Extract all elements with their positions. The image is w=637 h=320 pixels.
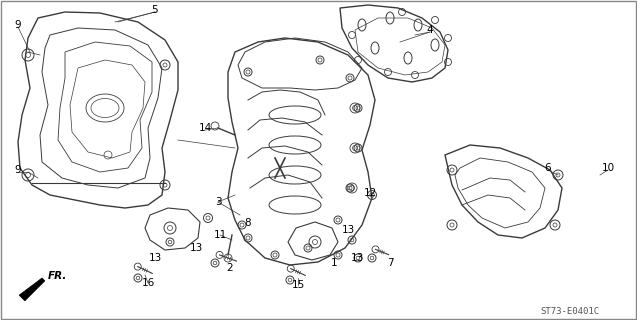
Text: 9: 9 bbox=[15, 20, 21, 30]
Polygon shape bbox=[19, 278, 45, 301]
Text: 5: 5 bbox=[152, 5, 159, 15]
Text: 3: 3 bbox=[215, 197, 221, 207]
Text: FR.: FR. bbox=[48, 271, 68, 281]
Text: 16: 16 bbox=[141, 278, 155, 288]
Text: 1: 1 bbox=[331, 258, 338, 268]
Text: 11: 11 bbox=[213, 230, 227, 240]
Text: 13: 13 bbox=[341, 225, 355, 235]
Text: 10: 10 bbox=[601, 163, 615, 173]
Text: 13: 13 bbox=[189, 243, 203, 253]
Text: 9: 9 bbox=[15, 165, 21, 175]
Text: 2: 2 bbox=[227, 263, 233, 273]
Text: 15: 15 bbox=[291, 280, 304, 290]
Text: 7: 7 bbox=[387, 258, 393, 268]
Text: 4: 4 bbox=[427, 25, 433, 35]
Text: 13: 13 bbox=[148, 253, 162, 263]
Text: 6: 6 bbox=[545, 163, 551, 173]
Text: 8: 8 bbox=[245, 218, 252, 228]
Text: 12: 12 bbox=[363, 188, 376, 198]
Text: 13: 13 bbox=[350, 253, 364, 263]
Text: 14: 14 bbox=[198, 123, 211, 133]
Text: ST73-E0401C: ST73-E0401C bbox=[540, 308, 599, 316]
